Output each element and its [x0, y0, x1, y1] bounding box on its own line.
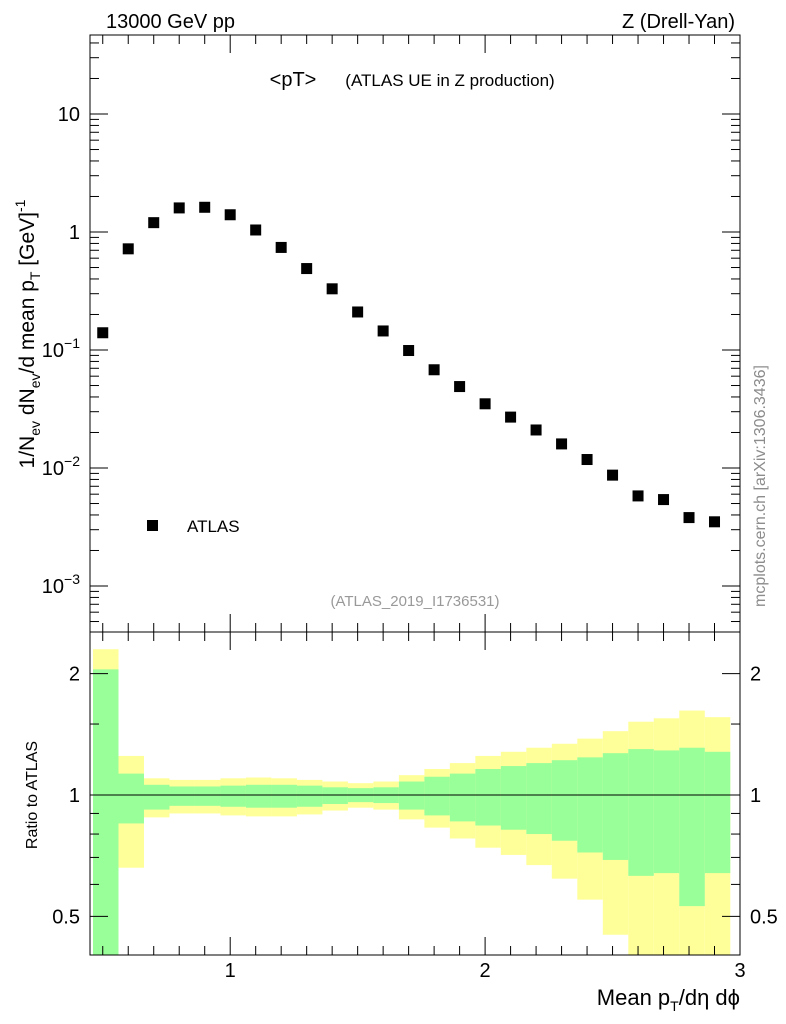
data-point	[403, 345, 415, 357]
main-plot-frame	[89, 34, 741, 633]
y-tick-label: 10	[58, 104, 80, 126]
uncertainty-band-bin	[424, 776, 450, 816]
uncertainty-band-bin	[449, 773, 476, 822]
data-point	[556, 438, 568, 450]
uncertainty-band-bin	[118, 773, 144, 824]
ratio-y-tick-label-right: 0.5	[750, 906, 778, 928]
ratio-plot-panel: 0.5 0.5 1 1 2 2 1 2 3 Ratio to ATLAS Mean pT/dη …	[24, 631, 778, 1014]
ratio-y-tick-label: 1	[69, 785, 80, 807]
x-tick-label: 1	[225, 960, 236, 982]
process-label: Z (Drell-Yan)	[622, 11, 735, 33]
legend-marker	[147, 520, 158, 531]
data-point	[607, 469, 619, 481]
main-y-tick-labels: 10−3 10−2 10−1 1 10	[42, 104, 80, 598]
main-plot-panel: 10−3 10−2 10−1 1 10 <pT> (ATLAS UE in Z prod…	[12, 34, 741, 633]
data-point	[377, 325, 389, 337]
ratio-y-tick-label-right: 1	[750, 785, 761, 807]
uncertainty-band-bin	[475, 769, 501, 826]
uncertainty-band-bin	[679, 747, 705, 907]
uncertainty-band-bin	[526, 763, 552, 835]
uncertainty-band-bin	[551, 760, 578, 841]
data-point	[224, 209, 236, 221]
y-tick-label: 10−2	[42, 453, 80, 480]
y-tick-label: 1	[69, 222, 80, 244]
data-point	[148, 217, 160, 229]
legend-entry: ATLAS	[187, 517, 240, 536]
uncertainty-band-bin	[194, 786, 221, 806]
data-point	[326, 283, 338, 295]
data-point	[505, 411, 517, 423]
y-tick-label: 10−1	[42, 335, 80, 362]
uncertainty-band-bin	[322, 787, 348, 804]
data-point	[301, 263, 313, 275]
plot-title: <pT>	[270, 69, 317, 91]
uncertainty-band-bin	[653, 750, 680, 874]
ratio-axis-ticks	[90, 632, 741, 955]
uncertainty-band-bin	[704, 751, 731, 874]
data-point	[709, 516, 721, 528]
ratio-tick-labels: 0.5 0.5 1 1 2 2 1 2 3	[52, 664, 778, 982]
uncertainty-band-bin	[296, 785, 323, 807]
data-point	[683, 512, 695, 524]
legend: ATLAS	[147, 517, 240, 536]
energy-label: 13000 GeV pp	[106, 11, 235, 33]
uncertainty-band-bin	[577, 757, 603, 853]
ratio-y-tick-label: 0.5	[52, 906, 80, 928]
ratio-y-axis-label: Ratio to ATLAS	[24, 741, 41, 849]
data-point	[250, 224, 262, 236]
x-axis-label: Mean pT/dη dϕ	[597, 985, 740, 1014]
data-point	[122, 243, 134, 255]
ratio-y-tick-label-right: 2	[750, 664, 761, 686]
data-point	[581, 454, 593, 466]
uncertainty-bands	[93, 649, 731, 955]
data-point	[352, 306, 364, 318]
data-point	[199, 201, 211, 213]
ratio-plot-frame	[89, 631, 741, 956]
y-tick-label: 10−3	[42, 571, 80, 598]
x-tick-label: 2	[480, 960, 491, 982]
uncertainty-band-bin	[93, 669, 119, 955]
uncertainty-band-bin	[602, 753, 629, 860]
data-point	[454, 381, 466, 393]
uncertainty-band-bin	[143, 784, 170, 810]
data-points	[97, 201, 721, 528]
data-point	[632, 490, 644, 502]
uncertainty-band-bin	[245, 784, 272, 808]
uncertainty-band-bin	[169, 786, 195, 806]
analysis-id: (ATLAS_2019_I1736531)	[330, 593, 499, 610]
plot-subtitle: (ATLAS UE in Z production)	[345, 71, 554, 90]
uncertainty-band-bin	[398, 781, 425, 810]
data-point	[530, 424, 542, 436]
data-point	[658, 494, 670, 506]
ratio-y-tick-label: 2	[69, 664, 80, 686]
main-axis-ticks	[90, 35, 741, 632]
uncertainty-band-bin	[220, 785, 246, 807]
uncertainty-band-bin	[628, 749, 654, 876]
watermark: mcplots.cern.ch [arXiv:1306.3436]	[752, 365, 769, 607]
data-point	[275, 241, 287, 253]
data-point	[173, 202, 185, 214]
data-point	[479, 398, 491, 410]
uncertainty-band-bin	[271, 784, 297, 808]
uncertainty-band-bin	[500, 766, 527, 830]
x-tick-label: 3	[734, 960, 745, 982]
data-point	[97, 327, 109, 339]
main-y-axis-label: 1/Nev dNev/d mean pT [GeV]-1	[12, 199, 43, 468]
data-point	[428, 364, 440, 376]
